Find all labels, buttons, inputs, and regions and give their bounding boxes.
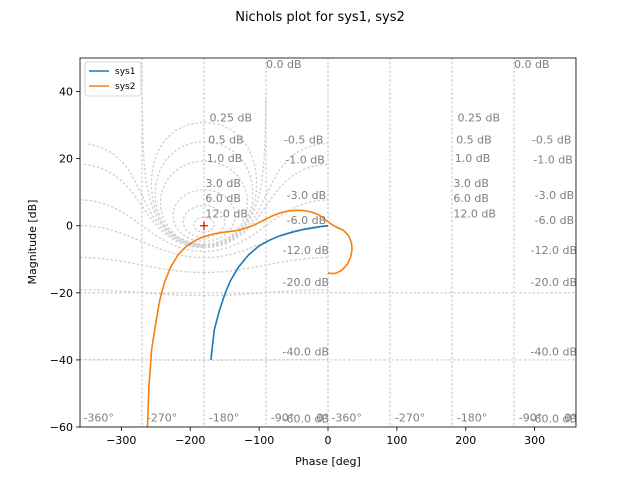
x-tick-label: −200 <box>175 434 205 447</box>
legend-label-sys1: sys1 <box>115 67 135 77</box>
grid-phase-label: 0° <box>316 411 329 424</box>
grid-magnitude-contour <box>193 216 215 233</box>
y-tick-label: −20 <box>50 287 73 300</box>
grid-magnitude-label: -60.0 dB <box>531 412 578 425</box>
x-tick-label: 300 <box>524 434 545 447</box>
nichols-grid <box>80 58 576 427</box>
grid-magnitude-label: 12.0 dB <box>205 207 248 220</box>
y-tick-label: 0 <box>66 220 73 233</box>
grid-magnitude-label: -0.5 dB <box>284 134 324 147</box>
grid-magnitude-contour <box>172 189 236 242</box>
grid-magnitude-label: -0.5 dB <box>532 134 572 147</box>
grid-magnitude-contour <box>81 199 329 253</box>
grid-magnitude-label: -40.0 dB <box>283 346 330 359</box>
grid-magnitude-label: 0.25 dB <box>210 112 253 125</box>
grid-magnitude-label: -20.0 dB <box>531 276 578 289</box>
critical-point-layer <box>200 221 208 230</box>
grid-phase-label: -180° <box>457 411 487 424</box>
grid-magnitude-label: 1.0 dB <box>455 152 491 165</box>
grid-magnitude-label: -3.0 dB <box>287 189 327 202</box>
series-line-sys2 <box>146 209 353 427</box>
nichols-grid-labels: 0.0 dB 0.0 dB 0.25 dB 0.25 dB 0.5 dB 0.5 dB 1.… <box>83 58 577 425</box>
grid-magnitude-label: 0.5 dB <box>456 134 492 147</box>
critical-point-marker <box>200 221 208 230</box>
y-tick-label: −60 <box>50 421 73 434</box>
grid-phase-label: 0° <box>564 411 577 424</box>
x-tick-label: 200 <box>455 434 476 447</box>
grid-magnitude-label: 3.0 dB <box>205 177 241 190</box>
x-axis-title: Phase [deg] <box>295 455 361 468</box>
grid-magnitude-label: -12.0 dB <box>283 244 330 257</box>
grid-magnitude-label: -1.0 dB <box>285 154 325 167</box>
grid-magnitude-label: 3.0 dB <box>453 177 489 190</box>
grid-phase-label: -360° <box>331 411 361 424</box>
grid-magnitude-label: -3.0 dB <box>535 189 575 202</box>
grid-phase-label: -90° <box>519 411 542 424</box>
grid-magnitude-label: -20.0 dB <box>283 276 330 289</box>
y-tick-label: 40 <box>59 86 73 99</box>
series-lines <box>146 209 353 427</box>
grid-magnitude-label: -40.0 dB <box>531 346 578 359</box>
grid-magnitude-label: 6.0 dB <box>205 192 241 205</box>
grid-magnitude-label: 12.0 dB <box>453 207 496 220</box>
grid-phase-label: -360° <box>83 411 113 424</box>
y-tick-label: 20 <box>59 153 73 166</box>
x-tick-label: −300 <box>106 434 136 447</box>
grid-magnitude-contour <box>141 97 267 247</box>
grid-magnitude-label: -6.0 dB <box>287 214 327 227</box>
grid-phase-label: -180° <box>209 411 239 424</box>
grid-phase-label: -270° <box>395 411 425 424</box>
series-line-sys1 <box>210 224 329 360</box>
grid-magnitude-label: 0.5 dB <box>208 134 244 147</box>
grid-magnitude-label: 0.0 dB <box>514 58 550 71</box>
grid-phase-label: -90° <box>271 411 294 424</box>
grid-magnitude-label: 6.0 dB <box>453 192 489 205</box>
y-axis-title: Magnitude [dB] <box>26 200 39 285</box>
grid-magnitude-contour <box>80 256 329 274</box>
x-tick-label: 100 <box>386 434 407 447</box>
grid-magnitude-contour <box>88 142 329 248</box>
grid-magnitude-label: -60.0 dB <box>283 412 330 425</box>
grid-magnitude-label: 1.0 dB <box>207 152 243 165</box>
grid-magnitude-contour <box>83 163 329 249</box>
legend: sys1 sys2 <box>84 61 142 97</box>
grid-magnitude-label: -12.0 dB <box>531 244 578 257</box>
grid-phase-label: -270° <box>147 411 177 424</box>
chart-title: Nichols plot for sys1, sys2 <box>235 10 405 25</box>
y-tick-label: −40 <box>50 354 73 367</box>
grid-magnitude-label: -1.0 dB <box>533 154 573 167</box>
grid-magnitude-label: 0.25 dB <box>458 112 501 125</box>
x-tick-label: 0 <box>325 434 332 447</box>
legend-label-sys2: sys2 <box>115 82 135 92</box>
grid-magnitude-label: 0.0 dB <box>266 58 302 71</box>
grid-magnitude-label: -6.0 dB <box>535 214 575 227</box>
x-tick-label: −100 <box>244 434 274 447</box>
